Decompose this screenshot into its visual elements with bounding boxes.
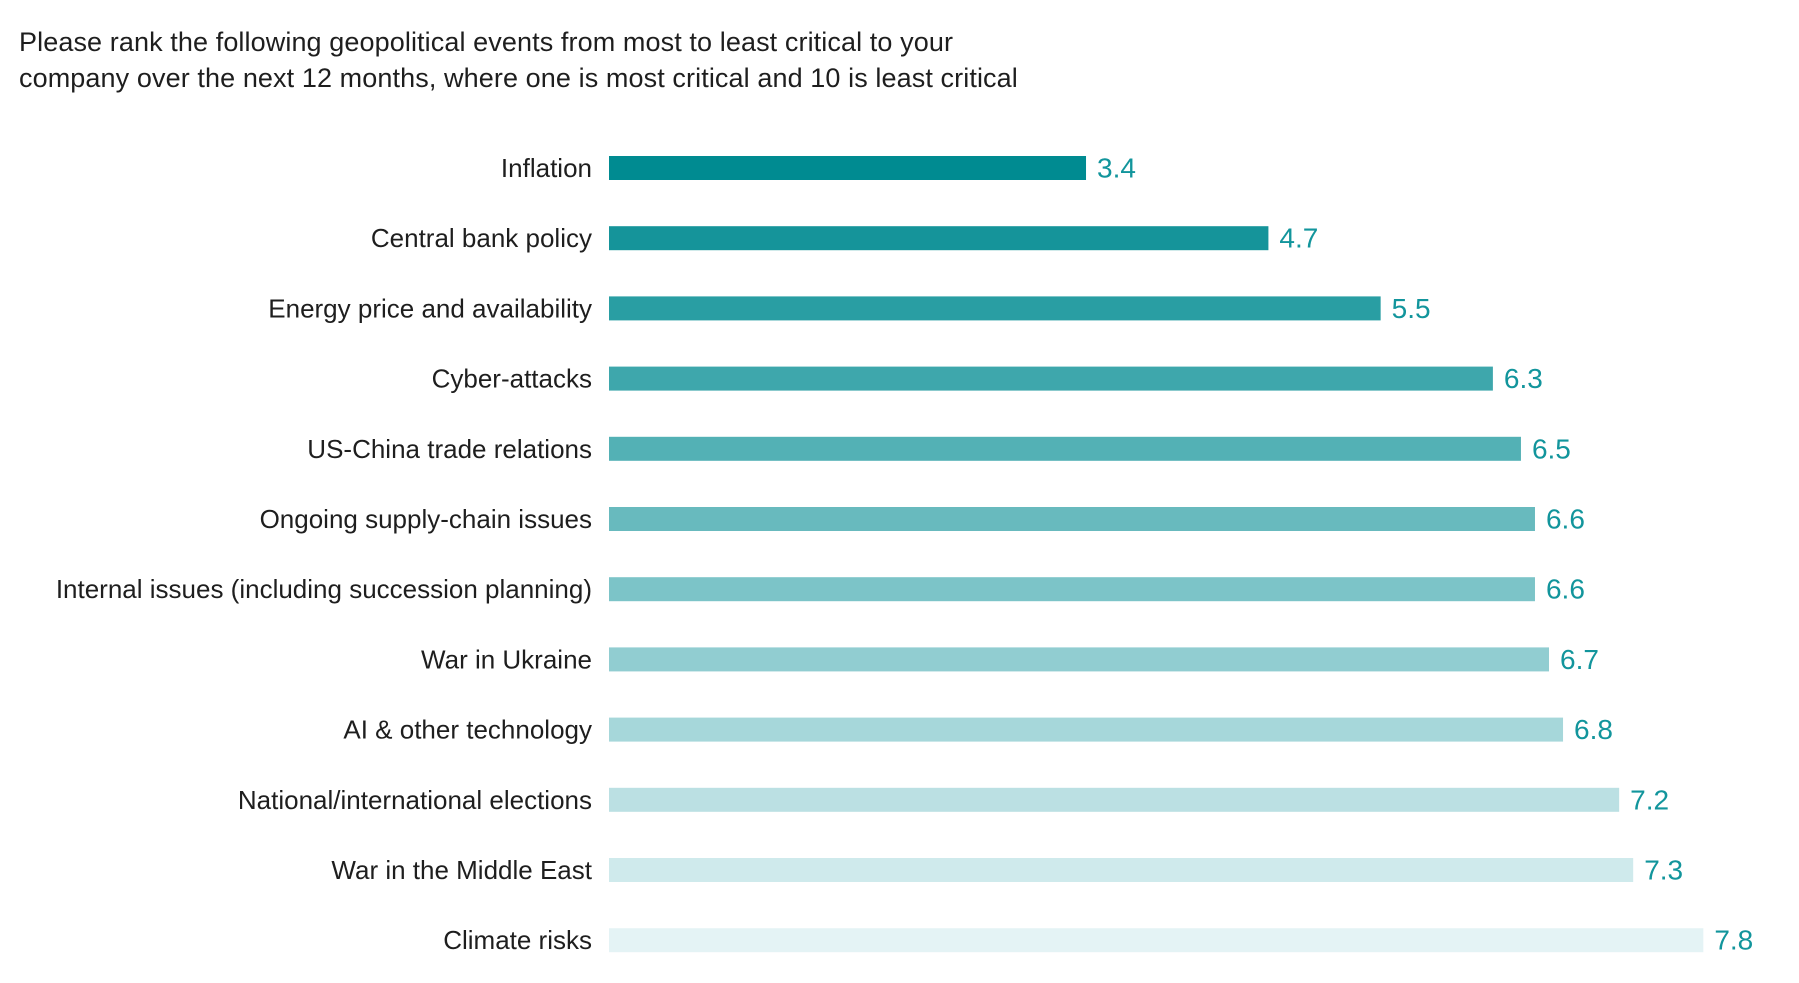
chart-title-line-1: Please rank the following geopolitical e… (19, 27, 954, 57)
bar (609, 296, 1381, 321)
bar (609, 647, 1550, 672)
value-label: 5.5 (1392, 293, 1431, 324)
bar-row-7: Internal issues (including succession pl… (56, 574, 1585, 605)
value-label: 4.7 (1279, 223, 1318, 254)
value-label: 7.2 (1630, 784, 1669, 815)
bar-row-2: Central bank policy 4.7 (371, 223, 1318, 254)
bar (609, 787, 1620, 812)
bar-row-1: Inflation 3.4 (501, 153, 1136, 184)
bar-row-12: Climate risks 7.8 (443, 925, 1753, 956)
value-label: 6.7 (1560, 644, 1599, 675)
chart-title-line-2: company over the next 12 months, where o… (19, 63, 1018, 93)
category-label: Climate risks (443, 925, 592, 955)
value-label: 6.6 (1546, 504, 1585, 535)
bar-row-4: Cyber-attacks 6.3 (432, 363, 1543, 394)
bar (609, 577, 1535, 602)
value-label: 3.4 (1097, 153, 1136, 184)
bar-row-3: Energy price and availability 5.5 (268, 293, 1430, 324)
category-label: AI & other technology (343, 715, 592, 745)
category-label: War in the Middle East (331, 855, 592, 885)
category-label: Internal issues (including succession pl… (56, 574, 592, 604)
category-label: Energy price and availability (268, 293, 592, 323)
value-label: 6.6 (1546, 574, 1585, 605)
category-label: Inflation (501, 153, 592, 183)
bar (609, 156, 1087, 180)
value-label: 7.3 (1644, 855, 1683, 886)
value-label: 6.8 (1574, 714, 1613, 745)
bar-row-10: National/international elections 7.2 (238, 784, 1669, 815)
bar (609, 226, 1269, 251)
category-label: War in Ukraine (421, 644, 592, 674)
bar-row-11: War in the Middle East 7.3 (331, 855, 1683, 886)
value-label: 6.3 (1504, 363, 1543, 394)
category-label: Ongoing supply-chain issues (260, 504, 592, 534)
bar (609, 436, 1521, 461)
category-label: National/international elections (238, 785, 592, 815)
value-label: 6.5 (1532, 433, 1571, 464)
bar-row-8: War in Ukraine 6.7 (421, 644, 1599, 675)
category-label: US-China trade relations (307, 434, 592, 464)
value-label: 7.8 (1714, 925, 1753, 956)
bar-row-5: US-China trade relations 6.5 (307, 433, 1571, 464)
bar (609, 717, 1564, 742)
category-label: Central bank policy (371, 223, 592, 253)
chart-title: Please rank the following geopolitical e… (19, 24, 1119, 96)
bar (609, 928, 1704, 953)
bar (609, 507, 1535, 531)
bar (609, 858, 1634, 882)
category-label: Cyber-attacks (432, 364, 592, 394)
bar-row-9: AI & other technology 6.8 (343, 714, 1613, 745)
bar-row-6: Ongoing supply-chain issues 6.6 (260, 504, 1585, 535)
bar (609, 366, 1493, 391)
